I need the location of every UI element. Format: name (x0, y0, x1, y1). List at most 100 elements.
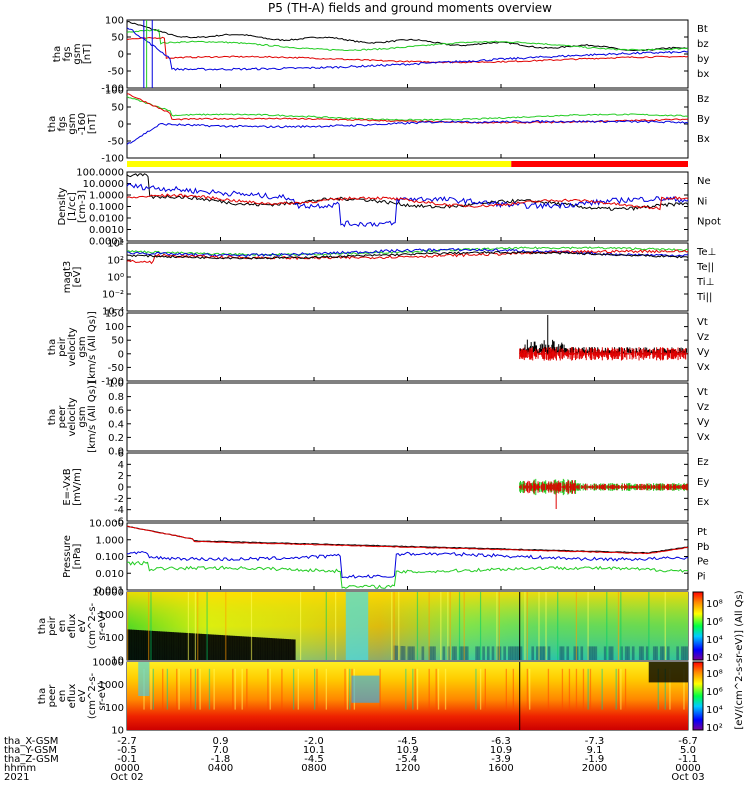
spec-stripe (617, 592, 620, 660)
spec-low (171, 632, 175, 660)
ytick-label-fgs_dsl: 100 (105, 86, 124, 97)
spec-low (566, 646, 570, 660)
spec-low (475, 646, 478, 660)
spec-low (271, 638, 275, 660)
legend-pressure-2: Pe (697, 557, 709, 568)
spec-stripe (391, 592, 393, 660)
panel-ylabel-fgs_dsl: thafgsgsm-160[nT] (47, 113, 98, 136)
spec-low (241, 636, 245, 660)
xaxis-value: -4.5 (304, 754, 324, 765)
spec-stripe (269, 668, 271, 710)
ytick-label-peir_vel: 100 (105, 322, 124, 333)
series-Pe (126, 560, 689, 589)
ytick-label-pressure: 1.000 (95, 535, 124, 546)
panel-ylabel-peer_flux: thapeerenefluxeV(cm^2-s-sr-eV) (37, 672, 108, 719)
spec-stripe (620, 668, 622, 710)
spec-low (641, 646, 644, 660)
spec-low (463, 646, 467, 660)
spec-low (594, 646, 598, 660)
spec-stripe (479, 592, 482, 660)
spec-low (395, 645, 399, 660)
legend-peir_vel-0: Vt (697, 317, 708, 328)
legend-pressure-3: Pi (697, 571, 706, 582)
ytick-label-temp: 10² (107, 256, 124, 267)
spec-low (645, 646, 649, 660)
spec-stripe (435, 668, 437, 710)
spec-low (292, 639, 296, 660)
ytick-label-density: 0.1000 (89, 202, 124, 213)
spec-stripe (316, 668, 318, 710)
xaxis-value: 2000 (582, 763, 607, 774)
spec-stripe (463, 592, 465, 660)
spec-low (627, 646, 630, 660)
spec-low (538, 646, 542, 660)
spec-low (580, 646, 584, 660)
spec-blue-start (138, 662, 150, 696)
series-Bt (126, 20, 689, 52)
spec-stripe (127, 592, 129, 660)
ytick-label-exb: 6 (118, 449, 124, 460)
spec-stripe (428, 668, 430, 710)
spec-stripe (299, 592, 302, 660)
spec-stripe (568, 668, 571, 710)
spec-low (155, 631, 158, 660)
ytick-label-peir_vel: 150 (105, 309, 124, 320)
legend-peir_vel-1: Vz (697, 332, 709, 343)
xaxis-value: 7.0 (213, 745, 229, 756)
spec-low (283, 638, 287, 660)
spec-stripe (208, 668, 211, 710)
colorbar-peer_flux (692, 661, 704, 731)
spec-low (288, 639, 291, 660)
ytick-label-pressure: 0.100 (95, 552, 124, 563)
spec-low (508, 646, 511, 660)
spec-stripe (148, 592, 150, 660)
panel-ylabel-density: Density[1/cc][cm-3] (57, 187, 88, 225)
spec-stripe (648, 592, 650, 660)
spec-stripe (529, 668, 531, 710)
panel-frame-peir_vel (126, 312, 689, 382)
ytick-label-peir_flux: 100 (105, 633, 124, 644)
panel-ylabel-peer_vel: thapeervelocitygsm[km/s (All Qs)] (47, 381, 98, 453)
colorbar-tick: 10² (706, 653, 723, 664)
spec-low (213, 634, 217, 660)
xaxis-row-label: 2021 (4, 772, 29, 783)
spec-low (145, 630, 149, 660)
peir-velocity-burst (519, 339, 688, 361)
spec-low (178, 632, 182, 660)
ytick-label-peir_vel: -50 (108, 363, 124, 374)
xaxis-value: 9.1 (587, 745, 603, 756)
ytick-label-peir_flux: 10000 (92, 588, 124, 599)
ytick-label-pressure: 0.010 (95, 569, 124, 580)
spec-stripe (346, 668, 349, 710)
xaxis-value: 10.9 (396, 745, 418, 756)
spec-low (659, 646, 663, 660)
spec-low (199, 633, 203, 660)
spec-low (486, 646, 490, 660)
spec-low (201, 633, 205, 660)
panel-frame-density (126, 171, 689, 242)
spec-stripe (225, 592, 227, 660)
colorbar-tick: 10² (706, 723, 723, 734)
colorbar-peir_flux (692, 591, 704, 661)
spec-low (173, 632, 177, 660)
spec-low (393, 645, 397, 660)
series-Bx (126, 119, 689, 145)
legend-peir_vel-2: Vy (697, 347, 710, 358)
ytick-label-fgs_gsm: 50 (111, 33, 124, 44)
spec-stripe (176, 668, 178, 710)
spec-stripe (561, 668, 564, 710)
spec-stripe (664, 668, 666, 710)
spec-stripe (412, 668, 414, 710)
series-Te (126, 247, 689, 258)
spec-low (655, 646, 658, 660)
ytick-label-peer_flux: 100 (105, 703, 124, 714)
spec-low (192, 633, 196, 660)
xaxis-value: -0.1 (117, 754, 137, 765)
xaxis-value: 0400 (208, 763, 233, 774)
spec-stripe (398, 592, 400, 660)
spec-stripe (325, 592, 327, 660)
spec-stripe (190, 668, 192, 710)
ytick-label-exb: -4 (114, 505, 124, 516)
legend-peer_vel-0: Vt (697, 387, 708, 398)
spec-low (402, 646, 406, 660)
